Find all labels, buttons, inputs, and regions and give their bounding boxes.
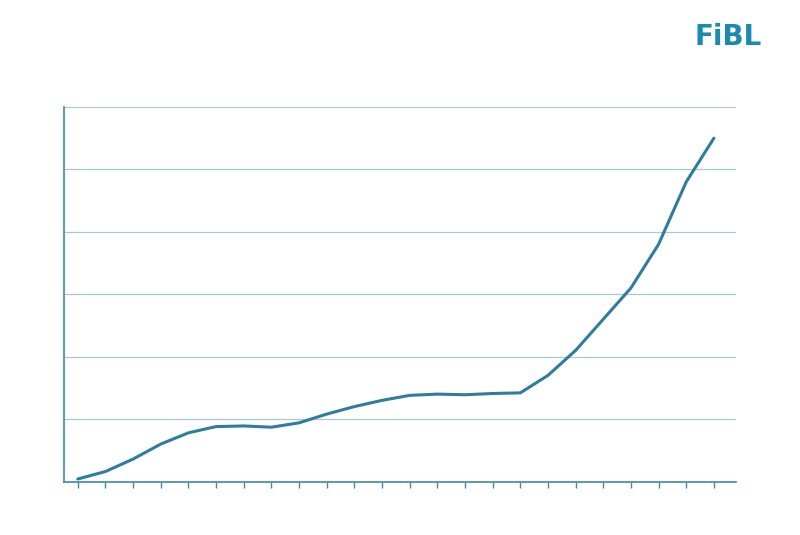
- Text: FiBL: FiBL: [694, 24, 762, 51]
